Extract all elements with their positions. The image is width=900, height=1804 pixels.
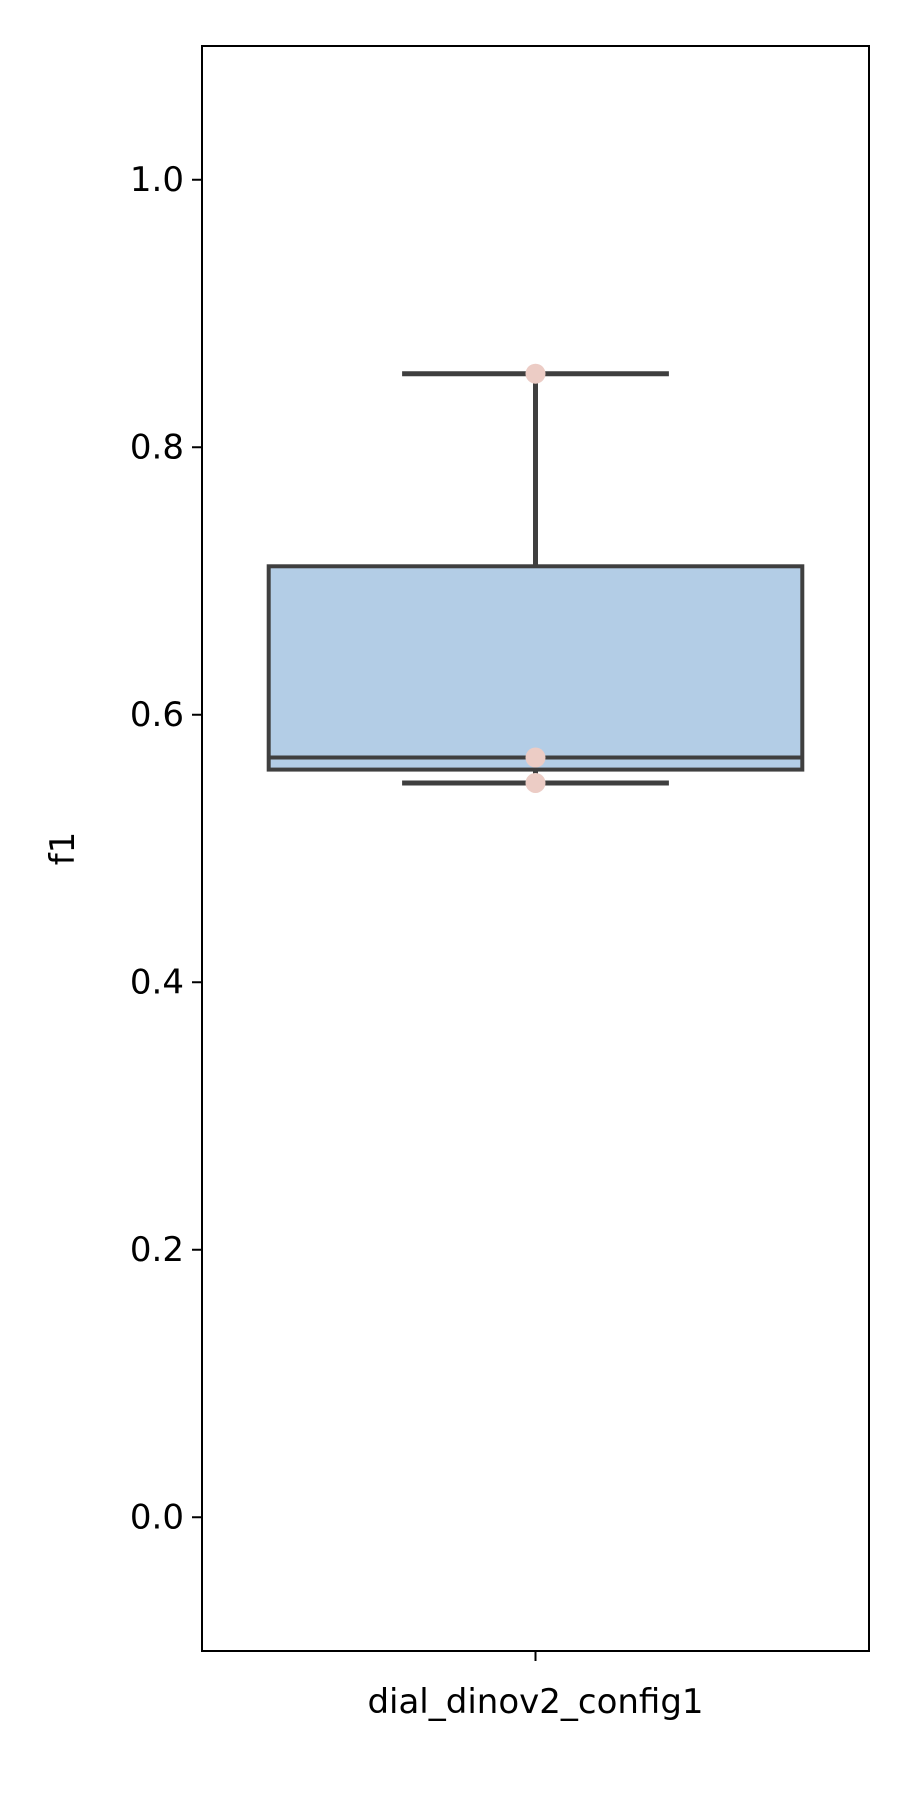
y-tick-label: 0.4 bbox=[130, 962, 184, 1002]
y-tick-label: 0.8 bbox=[130, 427, 184, 467]
data-point bbox=[525, 747, 546, 768]
y-tick-label: 1.0 bbox=[130, 160, 184, 200]
x-tick-label: dial_dinov2_config1 bbox=[367, 1682, 703, 1722]
data-point bbox=[525, 363, 546, 384]
axes: 0.0 0.2 0.4 0.6 0.8 1.0 dial_dinov2_config1 f1 bbox=[43, 45, 870, 1722]
y-tick-label: 0.2 bbox=[130, 1230, 184, 1270]
axes-frame bbox=[201, 45, 870, 1652]
y-tick-label: 0.0 bbox=[130, 1497, 184, 1537]
plot-area bbox=[266, 363, 805, 793]
y-axis-label: f1 bbox=[43, 832, 83, 866]
data-point bbox=[525, 772, 546, 793]
box-iqr bbox=[266, 564, 805, 772]
y-tick-label: 0.6 bbox=[130, 695, 184, 735]
